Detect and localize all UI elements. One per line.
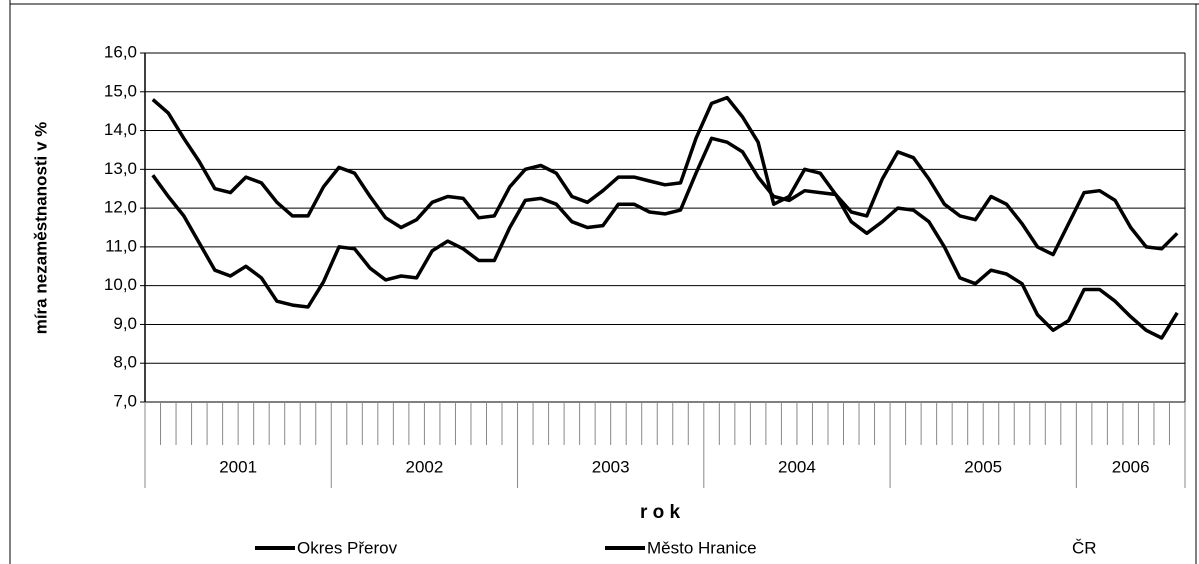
y-tick-label: 13,0 (104, 159, 137, 178)
x-group-label: 2006 (1112, 457, 1150, 476)
y-tick-label: 14,0 (104, 120, 137, 139)
x-group-label: 2003 (592, 457, 630, 476)
x-group-label: 2001 (219, 457, 257, 476)
y-tick-label: 15,0 (104, 81, 137, 100)
y-axis-title: míra nezaměstnanosti v % (31, 122, 50, 335)
y-tick-label: 10,0 (104, 275, 137, 294)
y-tick-label: 12,0 (104, 198, 137, 217)
y-tick-label: 7,0 (113, 391, 137, 410)
legend-label: Okres Přerov (297, 538, 398, 557)
y-tick-label: 9,0 (113, 314, 137, 333)
legend-label: Město Hranice (647, 538, 757, 557)
y-tick-label: 16,0 (104, 42, 137, 61)
series-line (151, 95, 1179, 257)
y-tick-label: 8,0 (113, 353, 137, 372)
x-group-label: 2002 (405, 457, 443, 476)
series-line (151, 136, 1179, 340)
x-group-label: 2004 (778, 457, 816, 476)
x-group-label: 2005 (964, 457, 1002, 476)
x-axis-title: r o k (640, 502, 681, 523)
legend-label: ČR (1072, 538, 1097, 557)
y-tick-label: 11,0 (105, 236, 137, 255)
